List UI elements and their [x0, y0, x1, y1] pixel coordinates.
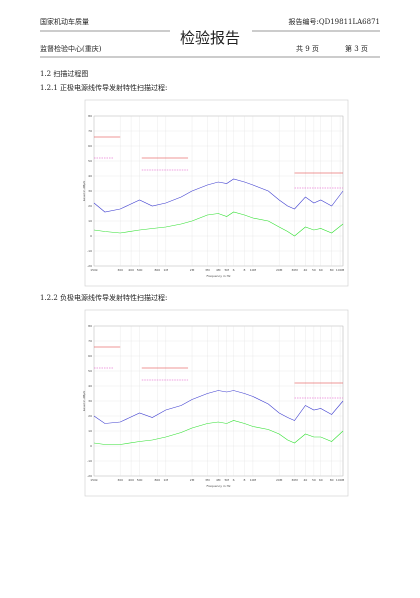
y-tick-label: 50 — [88, 369, 92, 373]
x-tick-label: 50 — [312, 478, 316, 482]
y-tick-label: 80 — [88, 114, 92, 118]
y-tick-label: 0 — [90, 444, 92, 448]
x-tick-label: 2M — [190, 268, 195, 272]
x-tick-label: 80 — [330, 478, 334, 482]
report-no: 报告编号:QD19811LA6871 — [289, 17, 381, 26]
x-tick-label: 3M — [205, 268, 210, 272]
section-heading: 1.2.1 正极电源线传导发射特性扫描过程: — [40, 83, 167, 92]
x-tick-label: 150k — [90, 268, 98, 272]
x-tick-label: 1M — [164, 478, 169, 482]
y-tick-label: 80 — [88, 324, 92, 328]
x-tick-label: 2M — [190, 478, 195, 482]
x-tick-label: 80 — [330, 268, 334, 272]
x-tick-label: 800 — [154, 478, 160, 482]
x-tick-label: 500 — [137, 268, 143, 272]
x-tick-label: 50 — [312, 268, 316, 272]
y-tick-label: -20 — [87, 474, 92, 478]
y-tick-label: 10 — [88, 219, 92, 223]
x-tick-label: 5M — [224, 268, 229, 272]
x-tick-label: 4M — [216, 478, 221, 482]
x-tick-label: 300 — [117, 268, 123, 272]
x-tick-label: 6 — [233, 268, 235, 272]
y-tick-label: 70 — [88, 339, 92, 343]
y-tick-label: 50 — [88, 159, 92, 163]
y-tick-label: 40 — [88, 174, 92, 178]
series-line — [93, 211, 344, 237]
page-number: 第 3 页 — [345, 44, 368, 53]
total-pages: 共 9 页 — [296, 44, 319, 53]
y-tick-label: 0 — [90, 234, 92, 238]
doc-title: 检验报告 — [180, 29, 240, 47]
x-tick-label: 400 — [128, 478, 134, 482]
y-tick-label: 60 — [88, 144, 92, 148]
y-tick-label: 20 — [88, 204, 92, 208]
chart-frame — [84, 99, 349, 287]
x-tick-label: 500 — [137, 478, 143, 482]
org-line1: 国家机动车质量 — [40, 17, 89, 26]
x-tick-label: 1M — [164, 268, 169, 272]
x-axis-label: Frequency in Hz — [207, 274, 231, 278]
x-tick-label: 3M — [205, 478, 210, 482]
section-heading: 1.2 扫描过程图 — [40, 69, 88, 78]
x-tick-label: 20M — [276, 478, 283, 482]
x-tick-label: 30M — [291, 478, 298, 482]
x-tick-label: 400 — [128, 268, 134, 272]
x-tick-label: 60 — [319, 268, 323, 272]
y-tick-label: -10 — [87, 459, 92, 463]
x-tick-label: 150k — [90, 478, 98, 482]
x-tick-label: 40 — [303, 478, 307, 482]
y-tick-label: 30 — [88, 399, 92, 403]
x-tick-label: 5M — [224, 478, 229, 482]
x-axis-label: Frequency in Hz — [207, 484, 231, 488]
x-tick-label: 10M — [250, 478, 257, 482]
y-tick-label: 60 — [88, 354, 92, 358]
chart-frame — [84, 309, 349, 497]
y-axis-label: Level in dBµV — [82, 180, 86, 201]
y-tick-label: -20 — [87, 264, 92, 268]
x-tick-label: 40 — [303, 268, 307, 272]
section-heading: 1.2.2 负极电源线传导发射特性扫描过程: — [40, 293, 167, 302]
series-line — [93, 420, 344, 445]
x-tick-label: 8 — [244, 478, 246, 482]
y-axis-label: Level in dBµV — [82, 390, 86, 411]
x-tick-label: 100M — [336, 268, 345, 272]
org-line2: 监督检验中心(重庆) — [40, 44, 102, 53]
y-tick-label: -10 — [87, 249, 92, 253]
x-tick-label: 60 — [319, 478, 323, 482]
y-tick-label: 30 — [88, 189, 92, 193]
x-tick-label: 800 — [154, 268, 160, 272]
x-tick-label: 6 — [233, 478, 235, 482]
x-tick-label: 30M — [291, 268, 298, 272]
x-tick-label: 8 — [244, 268, 246, 272]
y-tick-label: 70 — [88, 129, 92, 133]
x-tick-label: 20M — [276, 268, 283, 272]
y-tick-label: 20 — [88, 414, 92, 418]
x-tick-label: 4M — [216, 268, 221, 272]
y-tick-label: 10 — [88, 429, 92, 433]
x-tick-label: 10M — [250, 268, 257, 272]
x-tick-label: 300 — [117, 478, 123, 482]
y-tick-label: 40 — [88, 384, 92, 388]
x-tick-label: 100M — [336, 478, 345, 482]
series-line — [93, 390, 344, 424]
series-line — [93, 178, 344, 213]
